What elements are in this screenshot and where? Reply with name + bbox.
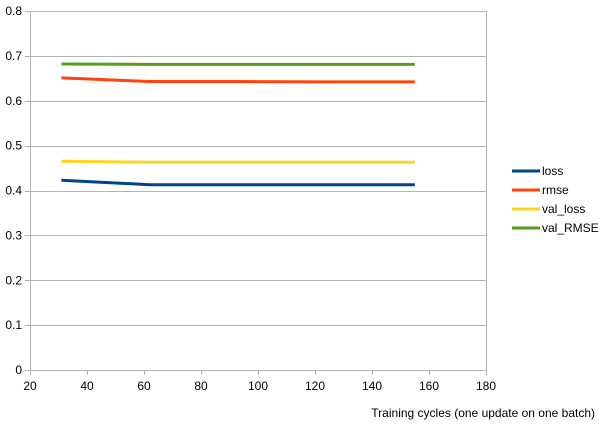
x-tick-label: 20 [23,379,37,393]
legend-label-val-loss: val_loss [542,202,585,216]
series-line-rmse [61,76,415,84]
y-tick-label: 0.4 [5,184,22,198]
x-tick-label: 160 [419,379,439,393]
y-tick-label: 0.6 [5,94,22,108]
y-tick-label: 0.2 [5,273,22,287]
y-tick-label: 0.5 [5,139,22,153]
x-tick-label: 140 [362,379,382,393]
y-tick-label: 0.8 [5,4,22,18]
legend-label-val-rmse: val_RMSE [542,221,599,235]
x-axis-title: Training cycles (one update on one batch… [371,406,595,420]
y-tick-label: 0.1 [5,318,22,332]
y-tick-label: 0 [15,363,22,377]
y-tick-label: 0.3 [5,228,22,242]
x-tick-label: 120 [305,379,325,393]
series-lines [61,62,415,187]
x-tick-label: 80 [194,379,208,393]
axes [25,11,487,375]
legend-label-rmse: rmse [542,183,569,197]
legend-label-loss: loss [542,164,563,178]
x-tick-label: 180 [476,379,496,393]
x-tick-label: 60 [137,379,151,393]
legend: loss rmse val_loss val_RMSE [512,164,599,235]
series-line-val-loss [61,159,415,164]
y-tick-label: 0.7 [5,49,22,63]
series-line-loss [61,178,415,187]
x-tick-label: 40 [80,379,94,393]
grid [30,11,486,371]
x-tick-label: 100 [248,379,268,393]
tick-labels: 0 0.1 0.2 0.3 0.4 0.5 0.6 0.7 0.8 20 40 60 80 100 120 1… [5,4,496,393]
